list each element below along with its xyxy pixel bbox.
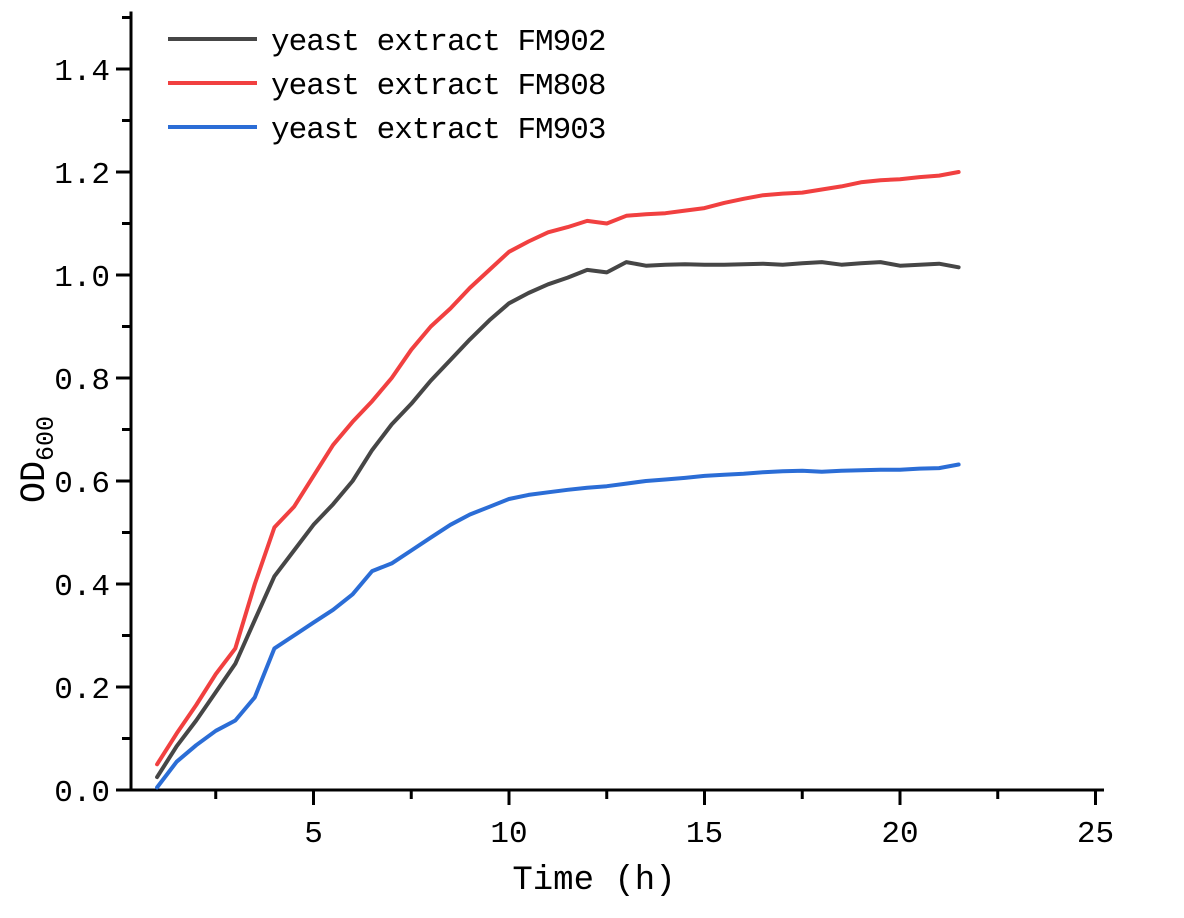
series-line-fm808: [155, 170, 961, 767]
y-axis-ticks: [116, 16, 131, 792]
x-tick-label: 20: [881, 817, 918, 852]
y-tick-label: 0.6: [54, 467, 110, 502]
y-axis-title-text: OD600: [15, 416, 61, 503]
x-tick-label: 10: [490, 817, 527, 852]
legend-label: yeast extract FM808: [271, 69, 605, 104]
legend-item: yeast extract FM808: [168, 69, 606, 104]
series-line-fm902: [155, 260, 961, 780]
x-axis-title: Time (h): [512, 862, 675, 900]
x-tick-label: 25: [1077, 817, 1114, 852]
y-tick-label: 1.4: [54, 55, 110, 90]
series-lines: [155, 170, 961, 790]
y-tick-label: 0.0: [54, 776, 110, 811]
legend-label: yeast extract FM902: [271, 25, 605, 60]
x-tick-labels: 5 10 15 20 25: [304, 817, 1114, 852]
legend-label: yeast extract FM903: [271, 113, 605, 148]
legend-item: yeast extract FM902: [168, 25, 606, 60]
legend: yeast extract FM902 yeast extract FM808 ye…: [168, 25, 606, 148]
x-tick-label: 15: [686, 817, 723, 852]
y-tick-label: 0.8: [54, 364, 110, 399]
x-tick-label: 5: [304, 817, 323, 852]
y-tick-label: 1.0: [54, 261, 110, 296]
y-tick-label: 0.2: [54, 673, 110, 708]
y-axis-title-subscript: 600: [32, 416, 61, 461]
y-axis-title: OD600: [15, 416, 61, 503]
y-tick-label: 0.4: [54, 570, 110, 605]
series-line-fm903: [155, 462, 961, 790]
y-tick-label: 1.2: [54, 158, 110, 193]
x-axis-ticks: [214, 790, 1097, 805]
y-tick-labels: 0.0 0.2 0.4 0.6 0.8 1.0 1.2 1.4: [54, 55, 110, 811]
legend-item: yeast extract FM903: [168, 113, 606, 148]
